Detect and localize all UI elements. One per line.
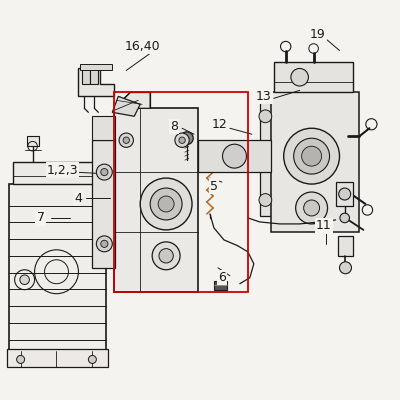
Circle shape	[152, 242, 180, 270]
Bar	[114, 92, 248, 292]
Bar	[9, 184, 106, 352]
Text: 5: 5	[210, 180, 218, 192]
Bar	[92, 140, 116, 268]
Circle shape	[20, 275, 29, 284]
Polygon shape	[112, 96, 140, 116]
Bar	[7, 350, 108, 368]
Text: 8: 8	[170, 120, 178, 133]
Circle shape	[150, 188, 182, 220]
Circle shape	[340, 213, 350, 223]
Circle shape	[123, 137, 130, 143]
Text: 6: 6	[218, 271, 226, 284]
Bar	[114, 108, 198, 292]
Bar	[90, 68, 98, 84]
Bar	[336, 182, 354, 206]
Bar	[260, 92, 271, 216]
Polygon shape	[114, 92, 150, 108]
Text: 4: 4	[74, 192, 82, 204]
Circle shape	[296, 192, 328, 224]
Circle shape	[302, 146, 322, 166]
Circle shape	[96, 164, 112, 180]
Circle shape	[340, 262, 352, 274]
Circle shape	[180, 132, 193, 144]
Text: 12: 12	[212, 118, 228, 131]
Circle shape	[101, 168, 108, 176]
Circle shape	[140, 178, 192, 230]
Text: 13: 13	[256, 90, 272, 103]
Bar	[92, 116, 116, 140]
Circle shape	[259, 110, 272, 123]
Circle shape	[259, 194, 272, 206]
Circle shape	[101, 240, 108, 248]
Circle shape	[339, 188, 351, 200]
Circle shape	[304, 200, 320, 216]
Bar	[13, 162, 102, 184]
Text: 11: 11	[316, 220, 332, 232]
Circle shape	[96, 236, 112, 252]
Polygon shape	[78, 68, 114, 96]
Text: 19: 19	[310, 28, 326, 41]
Circle shape	[159, 249, 173, 263]
Bar	[214, 281, 227, 290]
Circle shape	[179, 137, 185, 143]
Circle shape	[119, 133, 134, 147]
Circle shape	[284, 128, 340, 184]
Circle shape	[294, 138, 330, 174]
Circle shape	[88, 356, 96, 364]
Circle shape	[17, 356, 25, 364]
Bar	[274, 62, 354, 92]
Text: 7: 7	[36, 212, 44, 224]
Circle shape	[222, 144, 246, 168]
Circle shape	[291, 68, 308, 86]
Bar	[198, 140, 271, 172]
Bar	[82, 68, 90, 84]
Circle shape	[158, 196, 174, 212]
Bar	[338, 236, 354, 256]
Text: 1,2,3: 1,2,3	[47, 164, 78, 177]
Bar	[80, 64, 112, 70]
Circle shape	[175, 133, 189, 147]
Bar	[271, 92, 360, 232]
Bar	[27, 136, 38, 146]
Text: 16,40: 16,40	[124, 40, 160, 53]
